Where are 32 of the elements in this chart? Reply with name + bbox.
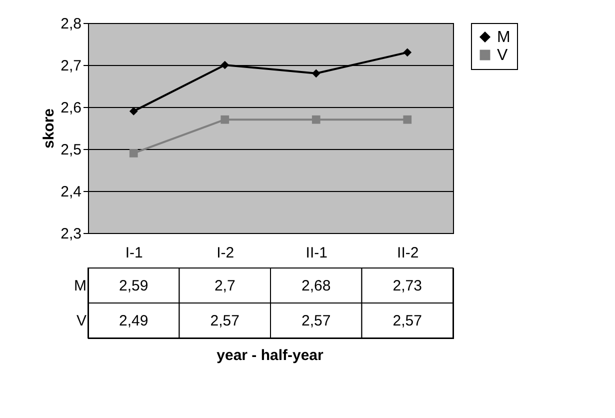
x-tick-label: II-2 (397, 244, 419, 262)
y-tick-label: 2,7 (60, 58, 82, 74)
data-label: 2,57 (210, 312, 240, 330)
data-label: 2,57 (392, 312, 422, 330)
data-label: 2,59 (119, 278, 148, 294)
point (312, 69, 320, 78)
y-tick-label: 2,3 (60, 226, 82, 242)
data-label: 2,57 (302, 312, 331, 330)
legend-label: M (497, 29, 510, 46)
point (403, 115, 412, 124)
text: M (74, 278, 86, 294)
x-tick-label: II-1 (306, 244, 328, 262)
text: year - half-year (216, 347, 324, 364)
point (403, 48, 412, 57)
point (129, 107, 138, 116)
point (220, 60, 230, 70)
y-tick-label: 2,5 (60, 142, 82, 158)
point (220, 115, 230, 124)
y-axis-title: skore (40, 108, 58, 149)
point (129, 149, 138, 158)
y-tick-label: 2,4 (60, 184, 82, 200)
legend-label: V (497, 47, 508, 64)
data-label: 2,68 (302, 278, 331, 294)
y-tick-label: 2,8 (60, 16, 82, 32)
text: V (76, 312, 86, 330)
x-tick-label: I-1 (125, 244, 143, 262)
point (312, 115, 320, 124)
data-label: 2,73 (392, 278, 422, 294)
data-label: 2,7 (214, 278, 236, 294)
data-label: 2,49 (119, 312, 148, 330)
y-tick-label: 2,6 (60, 100, 82, 116)
x-tick-label: I-2 (216, 244, 234, 262)
